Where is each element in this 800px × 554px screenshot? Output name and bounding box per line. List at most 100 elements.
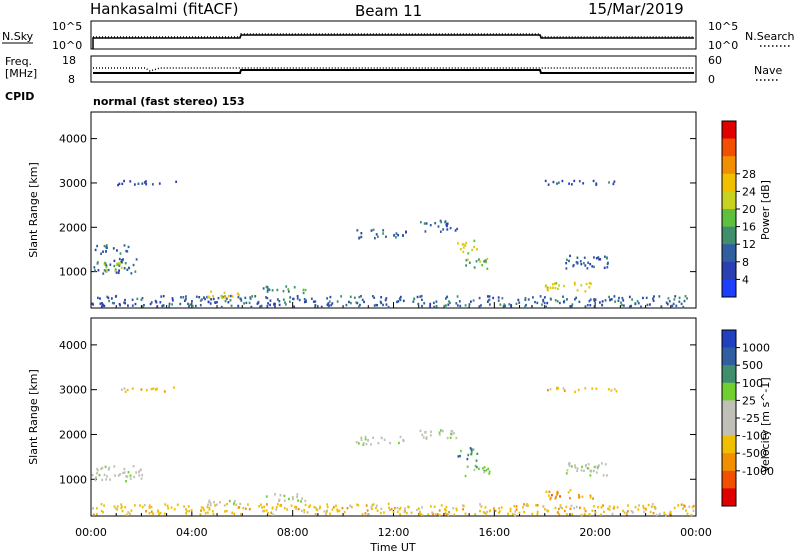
x-tick-label: 08:00 xyxy=(277,526,309,539)
power-data-cell xyxy=(547,183,550,186)
power-data-cell xyxy=(97,269,100,272)
power-data-cell xyxy=(113,264,116,268)
power-data-cell xyxy=(437,225,440,228)
velocity-data-cell xyxy=(163,390,166,393)
velocity-data-cell xyxy=(125,513,128,516)
power-data-cell xyxy=(588,281,591,285)
velocity-data-cell xyxy=(166,504,169,507)
power-panel-frame xyxy=(90,111,697,309)
velocity-data-cell xyxy=(372,503,375,506)
power-data-cell xyxy=(269,299,272,302)
power-data-cell xyxy=(314,305,317,308)
power-data-cell xyxy=(499,303,502,306)
power-data-cell xyxy=(588,286,591,289)
velocity-data-cell xyxy=(632,511,634,514)
power-data-cell xyxy=(373,237,376,240)
velocity-data-cell xyxy=(125,480,127,483)
velocity-data-cell xyxy=(364,512,367,515)
power-data-cell xyxy=(296,295,299,298)
velocity-data-cell xyxy=(199,513,202,516)
velocity-data-cell xyxy=(692,509,695,513)
velocity-data-cell xyxy=(642,506,645,510)
x-tick-label: 16:00 xyxy=(478,526,510,539)
velocity-data-cell xyxy=(455,508,458,512)
power-data-cell xyxy=(237,295,240,299)
power-data-cell xyxy=(631,298,634,301)
velocity-colorbar-tick-label: 25 xyxy=(742,394,756,407)
power-data-cell xyxy=(486,267,489,271)
velocity-data-cell xyxy=(341,506,344,510)
power-data-cell xyxy=(266,288,269,291)
velocity-data-cell xyxy=(469,447,472,450)
power-data-cell xyxy=(355,301,358,304)
velocity-data-cell xyxy=(213,500,215,504)
velocity-data-cell xyxy=(682,507,684,510)
power-data-cell xyxy=(439,230,442,233)
velocity-data-cell xyxy=(388,506,391,509)
power-data-cell xyxy=(274,305,276,308)
velocity-data-cell xyxy=(122,471,125,475)
velocity-data-cell xyxy=(190,509,193,512)
velocity-data-cell xyxy=(267,511,270,515)
velocity-data-cell xyxy=(124,390,127,394)
velocity-colorbar-segment xyxy=(722,488,736,507)
power-data-cell xyxy=(456,304,459,307)
power-data-cell xyxy=(220,294,223,298)
power-data-cell xyxy=(200,298,203,301)
velocity-data-cell xyxy=(274,493,276,496)
power-data-cell xyxy=(171,297,174,300)
sky-panel-frame xyxy=(90,20,697,50)
velocity-data-cell xyxy=(535,504,537,507)
velocity-data-cell xyxy=(438,509,441,512)
velocity-data-cell xyxy=(586,467,589,470)
power-data-cell xyxy=(678,296,681,300)
velocity-data-cell xyxy=(108,466,111,470)
velocity-data-cell xyxy=(95,512,98,516)
power-data-cell xyxy=(229,299,232,302)
power-data-cell xyxy=(473,266,476,269)
velocity-data-cell xyxy=(396,506,399,510)
power-data-cell xyxy=(589,303,592,307)
power-data-cell xyxy=(302,291,305,295)
power-data-cell xyxy=(634,302,637,306)
velocity-data-cell xyxy=(150,387,153,391)
velocity-data-cell xyxy=(113,505,116,508)
power-data-cell xyxy=(456,227,459,231)
velocity-data-cell xyxy=(684,509,687,512)
power-data-cell xyxy=(349,301,352,305)
velocity-data-cell xyxy=(375,504,378,507)
velocity-data-cell xyxy=(383,511,385,514)
velocity-data-cell xyxy=(427,513,430,516)
power-data-cell xyxy=(439,219,442,223)
power-data-cell xyxy=(131,304,134,307)
power-data-cell xyxy=(244,296,247,300)
power-data-cell xyxy=(568,259,570,263)
power-data-cell xyxy=(155,301,158,304)
velocity-data-cell xyxy=(332,506,335,509)
power-data-cell xyxy=(278,303,281,307)
power-data-cell xyxy=(413,297,416,300)
power-data-cell xyxy=(376,303,379,307)
power-data-cell xyxy=(534,300,536,304)
velocity-data-cell xyxy=(314,506,317,510)
power-data-cell xyxy=(360,231,363,235)
velocity-data-cell xyxy=(240,512,242,516)
velocity-data-cell xyxy=(133,475,136,479)
power-data-cell xyxy=(115,262,118,266)
power-data-cell xyxy=(134,270,137,273)
velocity-data-cell xyxy=(209,503,212,507)
velocity-data-cell xyxy=(138,474,141,477)
velocity-data-cell xyxy=(449,436,452,440)
power-data-cell xyxy=(637,301,640,305)
power-data-cell xyxy=(124,301,126,305)
power-data-cell xyxy=(613,180,616,183)
power-data-cell xyxy=(224,296,227,299)
velocity-data-cell xyxy=(514,510,517,513)
velocity-data-cell xyxy=(100,503,103,506)
power-data-cell xyxy=(122,258,124,261)
velocity-data-cell xyxy=(450,432,453,436)
search-top-tick: 10^5 xyxy=(708,20,738,33)
power-data-cell xyxy=(140,298,143,302)
power-data-cell xyxy=(508,303,511,306)
power-data-cell xyxy=(497,296,500,299)
